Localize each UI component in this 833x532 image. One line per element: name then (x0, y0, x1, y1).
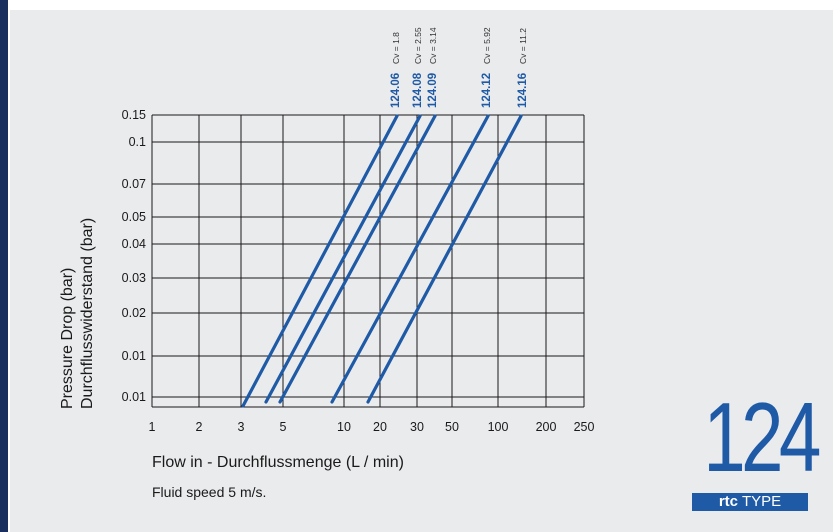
series-code-label: 124.16 (517, 73, 529, 108)
x-tick-label: 100 (488, 420, 509, 434)
y-tick-label: 0.03 (122, 271, 146, 285)
x-axis-label: Flow in - Durchflussmenge (L / min) (152, 454, 404, 471)
series-code-label: 124.09 (427, 73, 439, 108)
series-code-label: 124.08 (412, 72, 424, 108)
y-axis-label: Pressure Drop (bar) (59, 268, 76, 409)
series-line (264, 114, 422, 404)
series-cv-label: Cv = 3.14 (428, 27, 438, 64)
series-label: 124.08 Cv = 2.55 (412, 27, 424, 108)
series-line (278, 114, 437, 404)
y-tick-label: 0.02 (122, 306, 146, 320)
y-tick-labels: 0.15 0.1 0.07 0.05 0.04 0.03 0.02 0.01 0.01 (122, 108, 146, 404)
x-tick-label: 3 (238, 420, 245, 434)
y-tick-label: 0.01 (122, 349, 146, 363)
series-label: 124.06 Cv = 1.8 (390, 32, 402, 108)
x-tick-label: 200 (536, 420, 557, 434)
y-axis-label-line2: Durchflusswiderstand (bar) (79, 218, 96, 409)
series-cv-label: Cv = 2.55 (413, 27, 423, 64)
logo-brand: rtc (718, 493, 738, 510)
accent-bar (0, 0, 8, 532)
series-labels: 124.06 Cv = 1.8 124.08 Cv = 2.55 124.09 Cv = … (390, 27, 529, 108)
y-axis-label-line1: Pressure Drop (bar) (59, 268, 76, 409)
series-line (366, 114, 523, 404)
series-code-label: 124.12 (481, 73, 493, 108)
y-tick-label: 0.1 (129, 135, 146, 149)
rtc-type-logo: 124 rtc TYPE (690, 388, 821, 520)
x-tick-label: 10 (337, 420, 351, 434)
fluid-speed-note: Fluid speed 5 m/s. (152, 484, 266, 500)
series-code-label: 124.06 (390, 73, 402, 108)
x-tick-label: 50 (445, 420, 459, 434)
series-cv-label: Cv = 11.2 (518, 28, 528, 64)
series-line (241, 114, 399, 408)
series-label: 124.09 Cv = 3.14 (427, 27, 439, 108)
series-label: 124.12 Cv = 5.92 (481, 27, 493, 108)
series-lines (241, 114, 523, 408)
x-tick-label: 1 (149, 420, 156, 434)
x-tick-labels: 1 2 3 5 10 20 30 50 100 200 250 (149, 420, 595, 434)
x-tick-label: 2 (196, 420, 203, 434)
series-line (330, 114, 490, 404)
y-tick-label: 0.04 (122, 237, 146, 251)
logo-type-bar: rtc TYPE (692, 493, 808, 511)
x-tick-label: 20 (373, 420, 387, 434)
x-tick-label: 30 (410, 420, 424, 434)
x-tick-label: 250 (574, 420, 595, 434)
y-tick-label: 0.15 (122, 108, 146, 122)
logo-type: TYPE (742, 493, 782, 510)
chart-grid (151, 114, 585, 408)
y-axis-label-2: Durchflusswiderstand (bar) (79, 218, 96, 409)
series-label: 124.16 Cv = 11.2 (517, 28, 529, 108)
y-tick-label: 0.01 (122, 390, 146, 404)
logo-number: 124 (703, 382, 821, 492)
y-tick-label: 0.05 (122, 210, 146, 224)
series-cv-label: Cv = 5.92 (482, 27, 492, 64)
y-tick-label: 0.07 (122, 177, 146, 191)
series-cv-label: Cv = 1.8 (391, 32, 401, 64)
x-tick-label: 5 (280, 420, 287, 434)
chart-panel (10, 10, 833, 532)
